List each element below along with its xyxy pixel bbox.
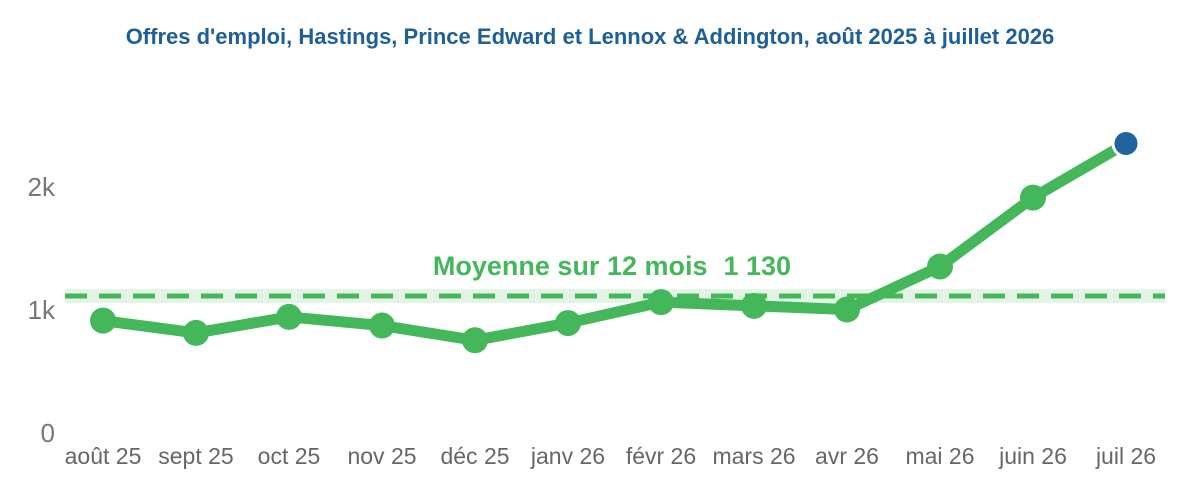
x-tick-label: août 25	[65, 443, 142, 469]
x-tick-label: juin 26	[998, 443, 1067, 469]
average-label-text: Moyenne sur 12 mois	[433, 251, 708, 281]
point	[462, 327, 488, 354]
point	[927, 253, 953, 280]
x-tick-label: mai 26	[905, 443, 974, 469]
x-tick-label: janv 26	[530, 443, 605, 469]
point	[741, 292, 767, 319]
y-tick-label: 0	[41, 418, 55, 448]
point	[1020, 184, 1046, 211]
y-tick-label: 2k	[28, 172, 56, 202]
point	[1111, 128, 1141, 158]
point	[834, 296, 860, 323]
x-tick-label: févr 26	[626, 443, 696, 469]
line	[102, 138, 1129, 346]
chart-title: Offres d'emploi, Hastings, Prince Edward…	[126, 24, 1055, 49]
x-tick-label: oct 25	[258, 443, 321, 469]
point	[90, 307, 116, 334]
point	[369, 312, 395, 339]
point	[276, 303, 302, 330]
x-tick-label: mars 26	[712, 443, 795, 469]
y-tick-label: 1k	[28, 295, 56, 325]
point	[648, 289, 674, 316]
x-tick-label: nov 25	[347, 443, 416, 469]
point	[555, 310, 581, 337]
point	[183, 319, 209, 346]
x-tick-label: avr 26	[815, 443, 879, 469]
x-tick-label: juil 26	[1095, 443, 1156, 469]
average-label: Moyenne sur 12 mois 1 130	[433, 251, 791, 281]
x-tick-label: sept 25	[158, 443, 233, 469]
average-label-value: 1 130	[724, 251, 792, 281]
x-tick-label: déc 25	[440, 443, 509, 469]
